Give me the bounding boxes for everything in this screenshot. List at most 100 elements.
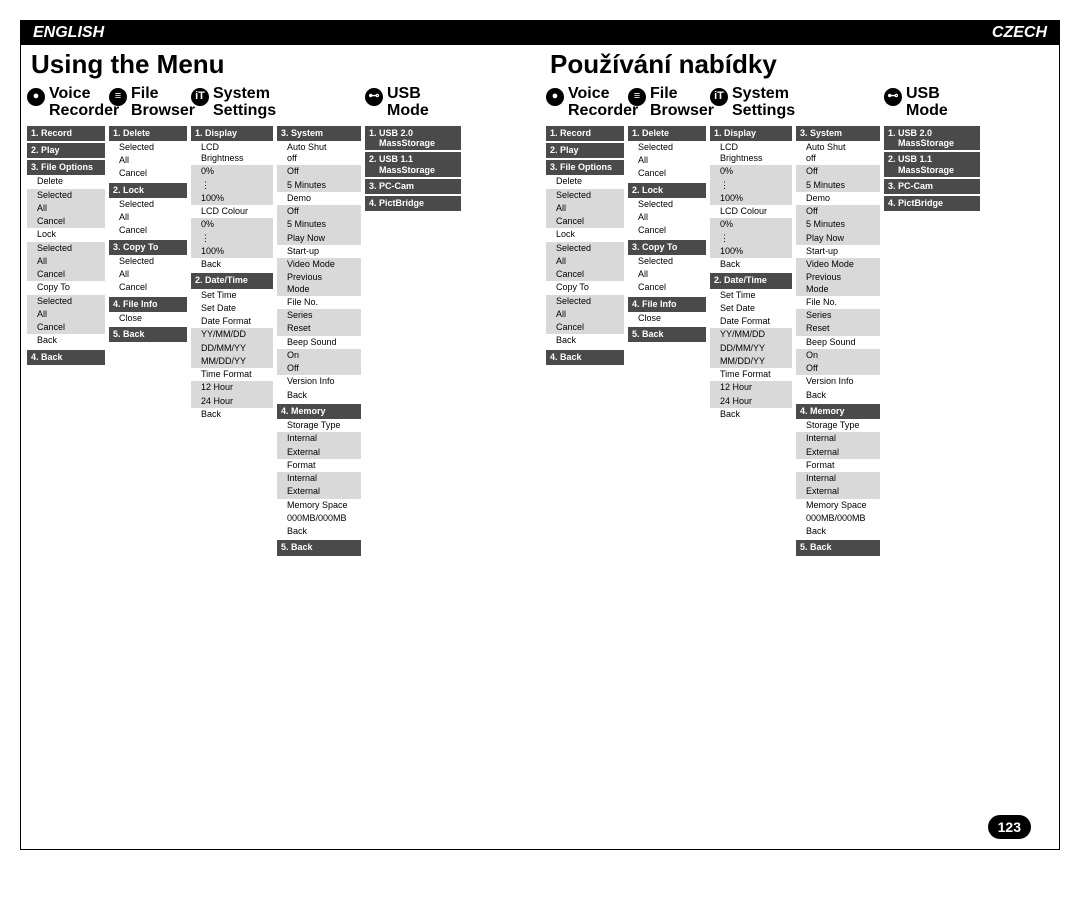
opt-selected: Selected [109, 198, 187, 211]
head-system-cz: iT SystemSettings [710, 86, 792, 120]
pct-0: 0% [191, 165, 273, 178]
usb-pccam: 3. PC-Cam [365, 179, 461, 194]
lcd-colour: LCD Colour [191, 205, 273, 218]
opt-cancel: Cancel [109, 281, 187, 294]
opt-5min: 5 Minutes [796, 179, 880, 192]
format: Format [277, 459, 361, 472]
voice-copy: Copy To [546, 281, 624, 294]
opt-cancel: Cancel [628, 167, 706, 180]
file-back: 5. Back [109, 327, 187, 342]
usb-pict: 4. PictBridge [884, 196, 980, 211]
pct-dots: ⋮ [710, 232, 792, 245]
storage: Storage Type [796, 419, 880, 432]
format: Format [796, 459, 880, 472]
opt-cancel: Cancel [628, 224, 706, 237]
version: Version Info [796, 375, 880, 388]
col-voice: ● VoiceRecorder 1. Record 2. Play 3. Fil… [27, 86, 105, 556]
opt-all: All [628, 268, 706, 281]
demo: Demo [796, 192, 880, 205]
voice-record: 1. Record [27, 126, 105, 141]
col-usb-cz: ⊷ USBMode 1. USB 2.0 MassStorage 2. USB … [884, 86, 980, 556]
opt-internal: Internal [277, 472, 361, 485]
head-system: iT SystemSettings [191, 86, 273, 120]
opt-on: On [796, 349, 880, 362]
set-time: Set Time [710, 289, 792, 302]
opt-selected: Selected [628, 255, 706, 268]
memspace: Memory Space [277, 499, 361, 512]
opt-all: All [27, 202, 105, 215]
settings-icon: iT [191, 88, 209, 106]
voice-lock: Lock [27, 228, 105, 241]
lcd-brightness: LCDBrightness [191, 141, 273, 166]
lang-label-english: ENGLISH [21, 21, 540, 45]
file-lock: 2. Lock [628, 183, 706, 198]
opt-off: Off [796, 205, 880, 218]
opt-cancel: Cancel [27, 215, 105, 228]
pct-100: 100% [191, 245, 273, 258]
col-system1-cz: iT SystemSettings 1. Display LCDBrightne… [710, 86, 792, 556]
voice-record: 1. Record [546, 126, 624, 141]
date-ddmmyy: DD/MM/YY [191, 342, 273, 355]
opt-all: All [546, 255, 624, 268]
opt-selected: Selected [628, 198, 706, 211]
opt-reset: Reset [796, 322, 880, 335]
pct-100: 100% [191, 192, 273, 205]
col-file-cz: ≡ FileBrowser 1. Delete Selected All Can… [628, 86, 706, 556]
version: Version Info [277, 375, 361, 388]
auto-shut: Auto Shutoff [796, 141, 880, 166]
file-close: Close [109, 312, 187, 325]
opt-all: All [27, 308, 105, 321]
file-close: Close [628, 312, 706, 325]
title-english: Using the Menu [31, 49, 534, 80]
date-mmddyy: MM/DD/YY [191, 355, 273, 368]
opt-off: Off [277, 165, 361, 178]
file-icon: ≡ [109, 88, 127, 106]
opt-cancel: Cancel [546, 321, 624, 334]
voice-delete: Delete [546, 175, 624, 188]
opt-playnow: Play Now [796, 232, 880, 245]
file-delete: 1. Delete [628, 126, 706, 141]
date-format: Date Format [191, 315, 273, 328]
head-usb: ⊷ USBMode [365, 86, 461, 120]
sys-memory: 4. Memory [796, 404, 880, 419]
mic-icon: ● [27, 88, 45, 106]
auto-shut: Auto Shutoff [277, 141, 361, 166]
voice-play: 2. Play [546, 143, 624, 158]
opt-cancel: Cancel [546, 268, 624, 281]
file-lock: 2. Lock [109, 183, 187, 198]
time-format: Time Format [710, 368, 792, 381]
opt-external: External [277, 446, 361, 459]
sys-display: 1. Display [191, 126, 273, 141]
head-file-cz: ≡ FileBrowser [628, 86, 706, 120]
opt-all: All [109, 211, 187, 224]
opt-off: Off [277, 362, 361, 375]
usb-11: 2. USB 1.1 MassStorage [365, 152, 461, 177]
sys-back: Back [277, 525, 361, 538]
opt-5min: 5 Minutes [796, 218, 880, 231]
opt-5min: 5 Minutes [277, 179, 361, 192]
pct-dots: ⋮ [191, 232, 273, 245]
sys-back: Back [796, 389, 880, 402]
opt-cancel: Cancel [628, 281, 706, 294]
settings-icon: iT [710, 88, 728, 106]
voice-fileopts: 3. File Options [546, 160, 624, 175]
sys-system: 3. System [277, 126, 361, 141]
mic-icon: ● [546, 88, 564, 106]
col-system2-cz: ... 3. System Auto Shutoff Off 5 Minutes… [796, 86, 880, 556]
voice-delete: Delete [27, 175, 105, 188]
col-system1: iT SystemSettings 1. Display LCDBrightne… [191, 86, 273, 556]
opt-all: All [109, 154, 187, 167]
file-icon: ≡ [628, 88, 646, 106]
sys-back: Back [191, 258, 273, 271]
voice-back: Back [546, 334, 624, 347]
col-usb: ⊷ USBMode 1. USB 2.0 MassStorage 2. USB … [365, 86, 461, 556]
pct-0: 0% [191, 218, 273, 231]
voice-back: Back [27, 334, 105, 347]
usb-20: 1. USB 2.0 MassStorage [365, 126, 461, 151]
opt-prev: PreviousMode [796, 271, 880, 296]
fileno: File No. [796, 296, 880, 309]
voice-play: 2. Play [27, 143, 105, 158]
columns-czech: ● VoiceRecorder 1. Record 2. Play 3. Fil… [546, 86, 1053, 556]
demo: Demo [277, 192, 361, 205]
col-system2: ... 3. System Auto Shutoff Off 5 Minutes… [277, 86, 361, 556]
